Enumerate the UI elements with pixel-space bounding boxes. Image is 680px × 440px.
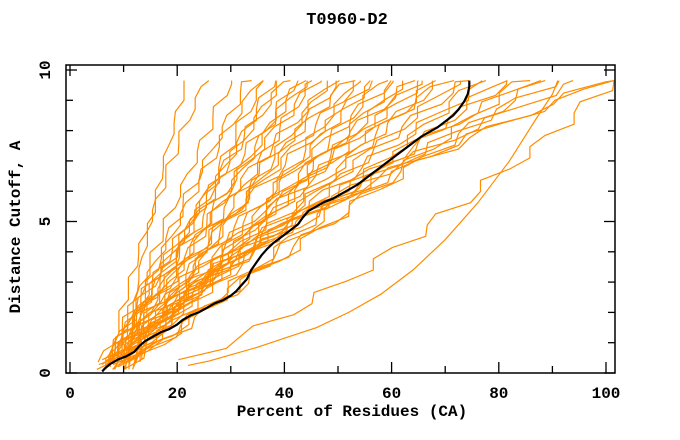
prediction-curve xyxy=(113,80,461,366)
prediction-curve xyxy=(128,80,615,363)
prediction-curve xyxy=(131,80,546,370)
prediction-curve xyxy=(128,80,615,370)
y-tick-label: 5 xyxy=(37,217,55,227)
prediction-curve xyxy=(116,80,356,365)
prediction-curve xyxy=(108,80,394,363)
prediction-curve xyxy=(130,80,487,361)
x-tick-label: 60 xyxy=(382,385,401,403)
prediction-curve xyxy=(109,80,210,367)
prediction-curve xyxy=(139,80,531,363)
prediction-curve xyxy=(105,80,371,368)
prediction-curve xyxy=(187,80,559,366)
prediction-curve xyxy=(123,80,185,370)
chart-title: T0960-D2 xyxy=(306,11,388,30)
prediction-curve xyxy=(123,80,433,370)
x-tick-label: 20 xyxy=(168,385,187,403)
x-tick-label: 40 xyxy=(275,385,294,403)
prediction-curve xyxy=(118,80,574,365)
x-axis-label: Percent of Residues (CA) xyxy=(236,403,468,421)
prediction-curve xyxy=(108,80,299,361)
prediction-curve xyxy=(178,80,615,361)
prediction-curve xyxy=(106,80,560,368)
x-tick-label: 80 xyxy=(489,385,508,403)
prediction-curve xyxy=(111,80,354,360)
x-tick-label: 100 xyxy=(592,385,621,403)
y-tick-label: 10 xyxy=(37,60,55,79)
plot-frame xyxy=(65,64,616,374)
prediction-curve xyxy=(106,80,308,368)
y-tick-label: 0 xyxy=(37,368,55,378)
x-tick-label: 0 xyxy=(65,385,75,403)
model-curve xyxy=(101,80,471,373)
prediction-curve xyxy=(117,80,291,363)
prediction-curve xyxy=(123,80,277,367)
prediction-curve xyxy=(101,80,542,361)
prediction-curve xyxy=(108,80,455,367)
prediction-curve xyxy=(127,80,361,363)
prediction-curve xyxy=(97,80,322,363)
prediction-curve xyxy=(105,80,340,370)
